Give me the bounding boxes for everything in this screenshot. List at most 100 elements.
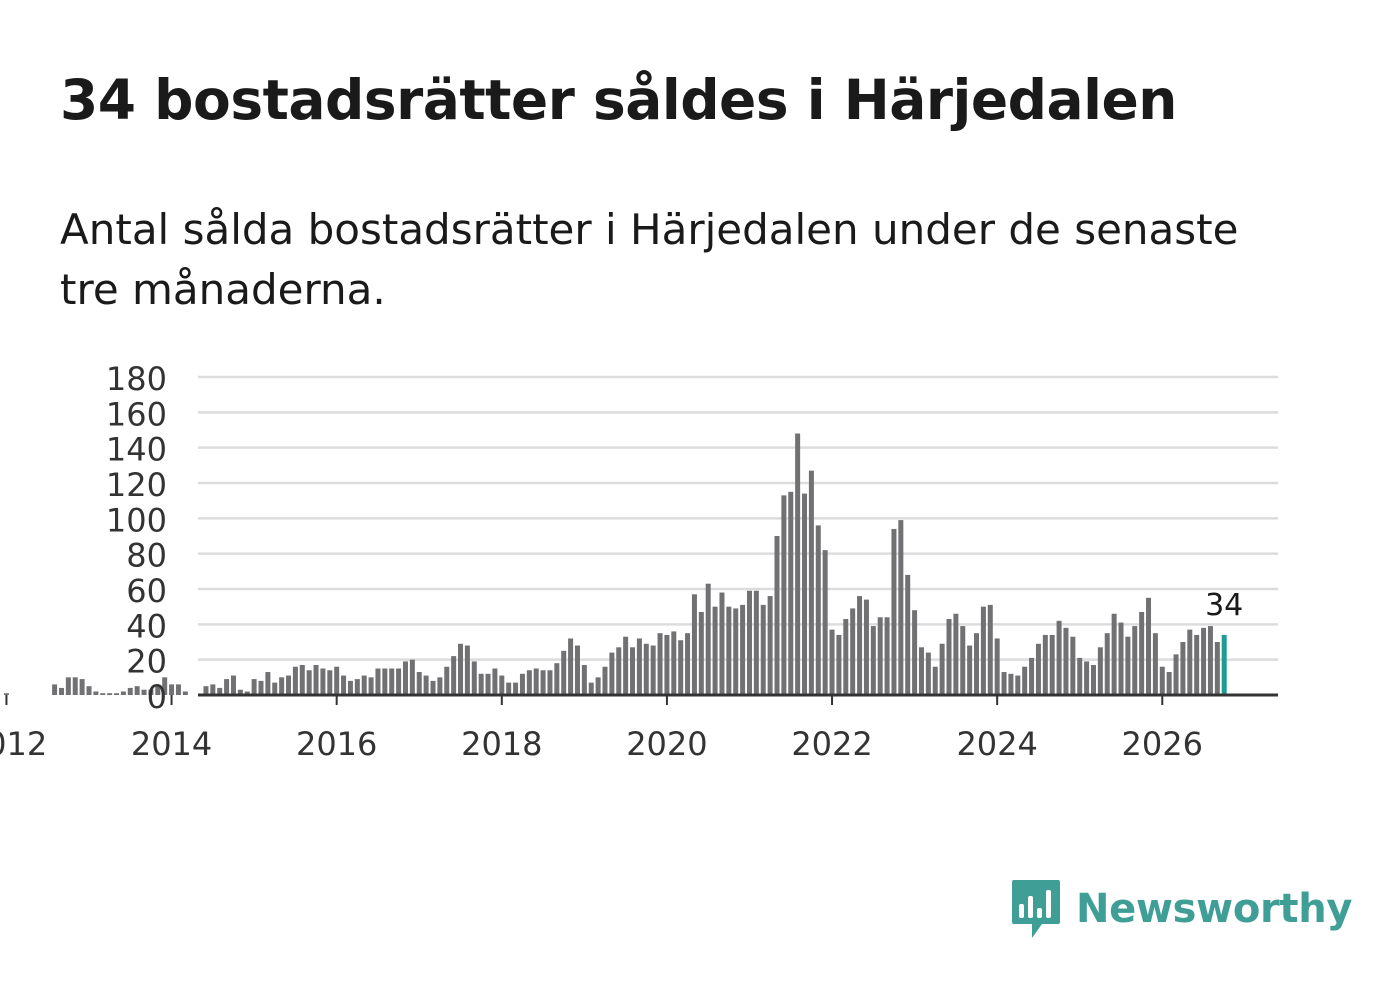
- x-tick-label: 2024: [956, 725, 1037, 763]
- bar: [547, 670, 553, 695]
- bar: [396, 668, 402, 695]
- bar: [946, 619, 952, 695]
- bar: [320, 668, 326, 695]
- bar: [58, 687, 64, 695]
- bar: [698, 611, 704, 695]
- bar: [210, 684, 216, 695]
- bar: [554, 663, 560, 695]
- bar: [1152, 633, 1158, 695]
- bar: [341, 675, 347, 695]
- bar: [169, 684, 175, 695]
- bar: [857, 596, 863, 695]
- bar: [1097, 647, 1103, 695]
- highlight-data-label: 34: [1205, 588, 1243, 623]
- bar: [72, 677, 78, 695]
- bar: [1214, 642, 1220, 695]
- bar: [636, 638, 642, 695]
- bar: [678, 640, 684, 695]
- bar: [299, 664, 305, 695]
- y-tick-label: 60: [126, 572, 167, 610]
- bar: [746, 590, 752, 695]
- bar: [203, 686, 209, 695]
- bar: [898, 520, 904, 695]
- bar: [602, 666, 608, 695]
- x-tick-label: 2020: [626, 725, 707, 763]
- bar: [733, 608, 739, 695]
- bar: [86, 686, 92, 695]
- bar: [141, 689, 147, 695]
- bar: [402, 661, 408, 695]
- bar: [630, 647, 636, 695]
- bar: [437, 677, 443, 695]
- x-tick-label: 2012: [0, 725, 47, 763]
- y-tick-label: 20: [126, 643, 167, 681]
- bar: [829, 629, 835, 695]
- bar: [994, 638, 1000, 695]
- bar: [781, 495, 787, 695]
- bar: [960, 626, 966, 695]
- bar: [533, 668, 539, 695]
- bar: [795, 433, 801, 695]
- bar: [224, 679, 230, 695]
- bar: [107, 693, 113, 695]
- bar: [925, 652, 931, 695]
- bar: [1042, 634, 1048, 695]
- y-tick-label: 40: [126, 607, 167, 645]
- bar: [1166, 672, 1172, 695]
- bar: [65, 677, 71, 695]
- bar: [217, 687, 223, 695]
- bar: [774, 536, 780, 695]
- bar: [499, 675, 505, 695]
- bar: [286, 675, 292, 695]
- bar: [1139, 611, 1145, 695]
- bar: [409, 659, 415, 695]
- bar: [1201, 627, 1207, 695]
- bar: [870, 626, 876, 695]
- x-tick-label: 2018: [461, 725, 542, 763]
- y-tick-label: 160: [106, 395, 167, 433]
- x-tick-label: 2016: [296, 725, 377, 763]
- bar: [458, 643, 464, 695]
- bar: [974, 633, 980, 695]
- bar: [265, 672, 271, 695]
- bar: [616, 647, 622, 695]
- bar: [375, 668, 381, 695]
- bar: [382, 668, 388, 695]
- bar: [609, 652, 615, 695]
- x-tick-label: 2014: [131, 725, 212, 763]
- y-tick-label: 180: [106, 360, 167, 398]
- bar: [1207, 626, 1213, 695]
- bar: [230, 675, 236, 695]
- bar: [685, 633, 691, 695]
- bar: [815, 525, 821, 695]
- bar: [279, 677, 285, 695]
- bar: [850, 608, 856, 695]
- chart-title: 34 bostadsrätter såldes i Härjedalen: [60, 68, 1177, 132]
- bar: [155, 684, 161, 695]
- bar: [1125, 636, 1131, 695]
- bar: [306, 670, 312, 695]
- bar: [581, 664, 587, 695]
- bar: [1077, 657, 1083, 695]
- x-tick-label: 2022: [791, 725, 872, 763]
- bar: [1022, 666, 1028, 695]
- bar: [389, 668, 395, 695]
- bar: [1111, 613, 1117, 695]
- bar: [1173, 654, 1179, 695]
- bar: [705, 583, 711, 695]
- bar: [905, 574, 911, 695]
- bar: [334, 666, 340, 695]
- bar: [623, 636, 629, 695]
- chart-subtitle: Antal sålda bostadsrätter i Härjedalen u…: [60, 205, 1239, 314]
- bar: [1180, 642, 1186, 695]
- bar: [664, 634, 670, 695]
- bar: [1159, 666, 1165, 695]
- bar: [347, 680, 353, 695]
- bar: [953, 613, 959, 695]
- bar: [691, 594, 697, 695]
- bars: [3, 433, 1227, 695]
- bar: [162, 677, 168, 695]
- bar: [485, 673, 491, 695]
